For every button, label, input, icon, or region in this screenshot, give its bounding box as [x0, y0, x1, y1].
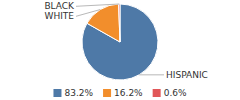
chart: HISPANIC WHITEBLACK 83.2% 16.2% 0.6%: [0, 0, 240, 100]
annotations: HISPANIC WHITEBLACK: [44, 1, 207, 80]
legend-swatch: [103, 89, 111, 97]
legend-item: 16.2%: [103, 88, 143, 98]
legend-swatch: [153, 89, 161, 97]
legend-label: 0.6%: [164, 88, 187, 98]
pie-slice: [82, 4, 158, 80]
legend-label: 16.2%: [114, 88, 143, 98]
slice-label: WHITE: [44, 11, 74, 21]
slice-label: BLACK: [44, 1, 75, 11]
slice-label: HISPANIC: [166, 70, 208, 80]
legend-item: 0.6%: [153, 88, 187, 98]
legend: 83.2% 16.2% 0.6%: [53, 88, 187, 98]
legend-swatch: [53, 89, 61, 97]
legend-label: 83.2%: [64, 88, 93, 98]
leader-line: [76, 4, 119, 6]
pie: [82, 4, 158, 80]
pie-slice: [87, 4, 120, 42]
leader-line: [139, 74, 164, 75]
leader-line: [76, 10, 100, 17]
pie-slice: [119, 4, 120, 42]
legend-item: 83.2%: [53, 88, 93, 98]
